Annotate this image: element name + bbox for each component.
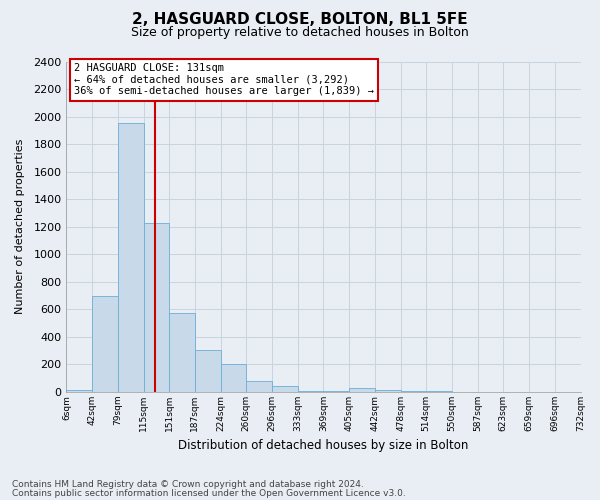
- Bar: [143, 222, 169, 392]
- Bar: [169, 313, 194, 392]
- Bar: [375, 390, 401, 392]
- Bar: [349, 388, 375, 392]
- Bar: [92, 296, 118, 392]
- Text: Contains HM Land Registry data © Crown copyright and database right 2024.: Contains HM Land Registry data © Crown c…: [12, 480, 364, 489]
- X-axis label: Distribution of detached houses by size in Bolton: Distribution of detached houses by size …: [178, 440, 469, 452]
- Text: 2 HASGUARD CLOSE: 131sqm
← 64% of detached houses are smaller (3,292)
36% of sem: 2 HASGUARD CLOSE: 131sqm ← 64% of detach…: [74, 63, 374, 96]
- Text: Contains public sector information licensed under the Open Government Licence v3: Contains public sector information licen…: [12, 489, 406, 498]
- Bar: [194, 350, 221, 392]
- Bar: [118, 124, 143, 392]
- Bar: [246, 381, 272, 392]
- Bar: [298, 390, 323, 392]
- Y-axis label: Number of detached properties: Number of detached properties: [15, 139, 25, 314]
- Bar: [323, 390, 349, 392]
- Bar: [272, 386, 298, 392]
- Bar: [221, 364, 246, 392]
- Text: 2, HASGUARD CLOSE, BOLTON, BL1 5FE: 2, HASGUARD CLOSE, BOLTON, BL1 5FE: [132, 12, 468, 28]
- Text: Size of property relative to detached houses in Bolton: Size of property relative to detached ho…: [131, 26, 469, 39]
- Bar: [67, 390, 92, 392]
